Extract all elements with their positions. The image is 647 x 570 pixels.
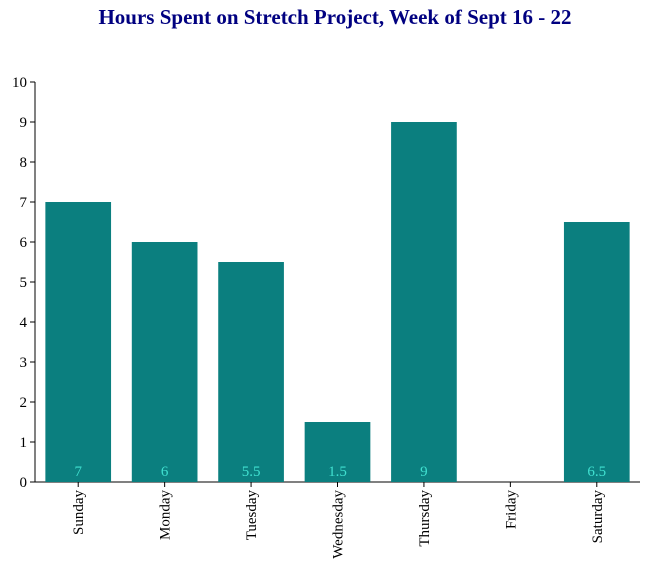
chart-title: Hours Spent on Stretch Project, Week of … xyxy=(98,5,572,29)
bar-saturday xyxy=(563,222,630,482)
bar-thursday xyxy=(391,122,457,482)
y-tick-label: 7 xyxy=(20,195,28,211)
category-labels: Sunday Monday Tuesday Wednesday Thursday Frid… xyxy=(71,490,606,559)
data-labels: 7 6 5.5 1.5 9 6.5 xyxy=(74,464,606,480)
x-tick-label-saturday: Saturday xyxy=(590,490,606,544)
x-tick-label-sunday: Sunday xyxy=(71,490,87,536)
x-axis xyxy=(35,481,640,487)
bar-tuesday xyxy=(218,262,284,482)
bar-wednesday xyxy=(304,422,371,482)
data-label-thursday: 9 xyxy=(420,464,428,480)
y-tick-label: 3 xyxy=(20,355,28,371)
y-tick-label: 4 xyxy=(20,315,28,331)
x-tick-label-tuesday: Tuesday xyxy=(244,490,260,541)
y-tick-label: 1 xyxy=(20,435,28,451)
bars xyxy=(45,122,630,482)
y-tick-label: 0 xyxy=(20,475,28,491)
data-label-wednesday: 1.5 xyxy=(328,464,347,480)
y-tick-label: 2 xyxy=(20,395,28,411)
y-tick-label: 9 xyxy=(20,115,28,131)
bar-monday xyxy=(131,242,198,482)
data-label-tuesday: 5.5 xyxy=(242,464,261,480)
y-tick-label: 8 xyxy=(20,155,28,171)
x-tick-label-monday: Monday xyxy=(158,490,174,540)
y-axis: 0 1 2 3 4 5 6 7 8 9 10 xyxy=(12,75,36,491)
bar-sunday xyxy=(45,202,112,482)
x-tick-label-thursday: Thursday xyxy=(417,490,433,547)
x-tick-label-friday: Friday xyxy=(503,490,519,530)
x-tick-label-wednesday: Wednesday xyxy=(331,490,347,559)
data-label-sunday: 7 xyxy=(74,464,82,480)
data-label-monday: 6 xyxy=(161,464,169,480)
y-tick-label: 10 xyxy=(12,75,27,91)
y-tick-label: 5 xyxy=(20,275,28,291)
y-tick-label: 6 xyxy=(20,235,28,251)
data-label-saturday: 6.5 xyxy=(587,464,606,480)
